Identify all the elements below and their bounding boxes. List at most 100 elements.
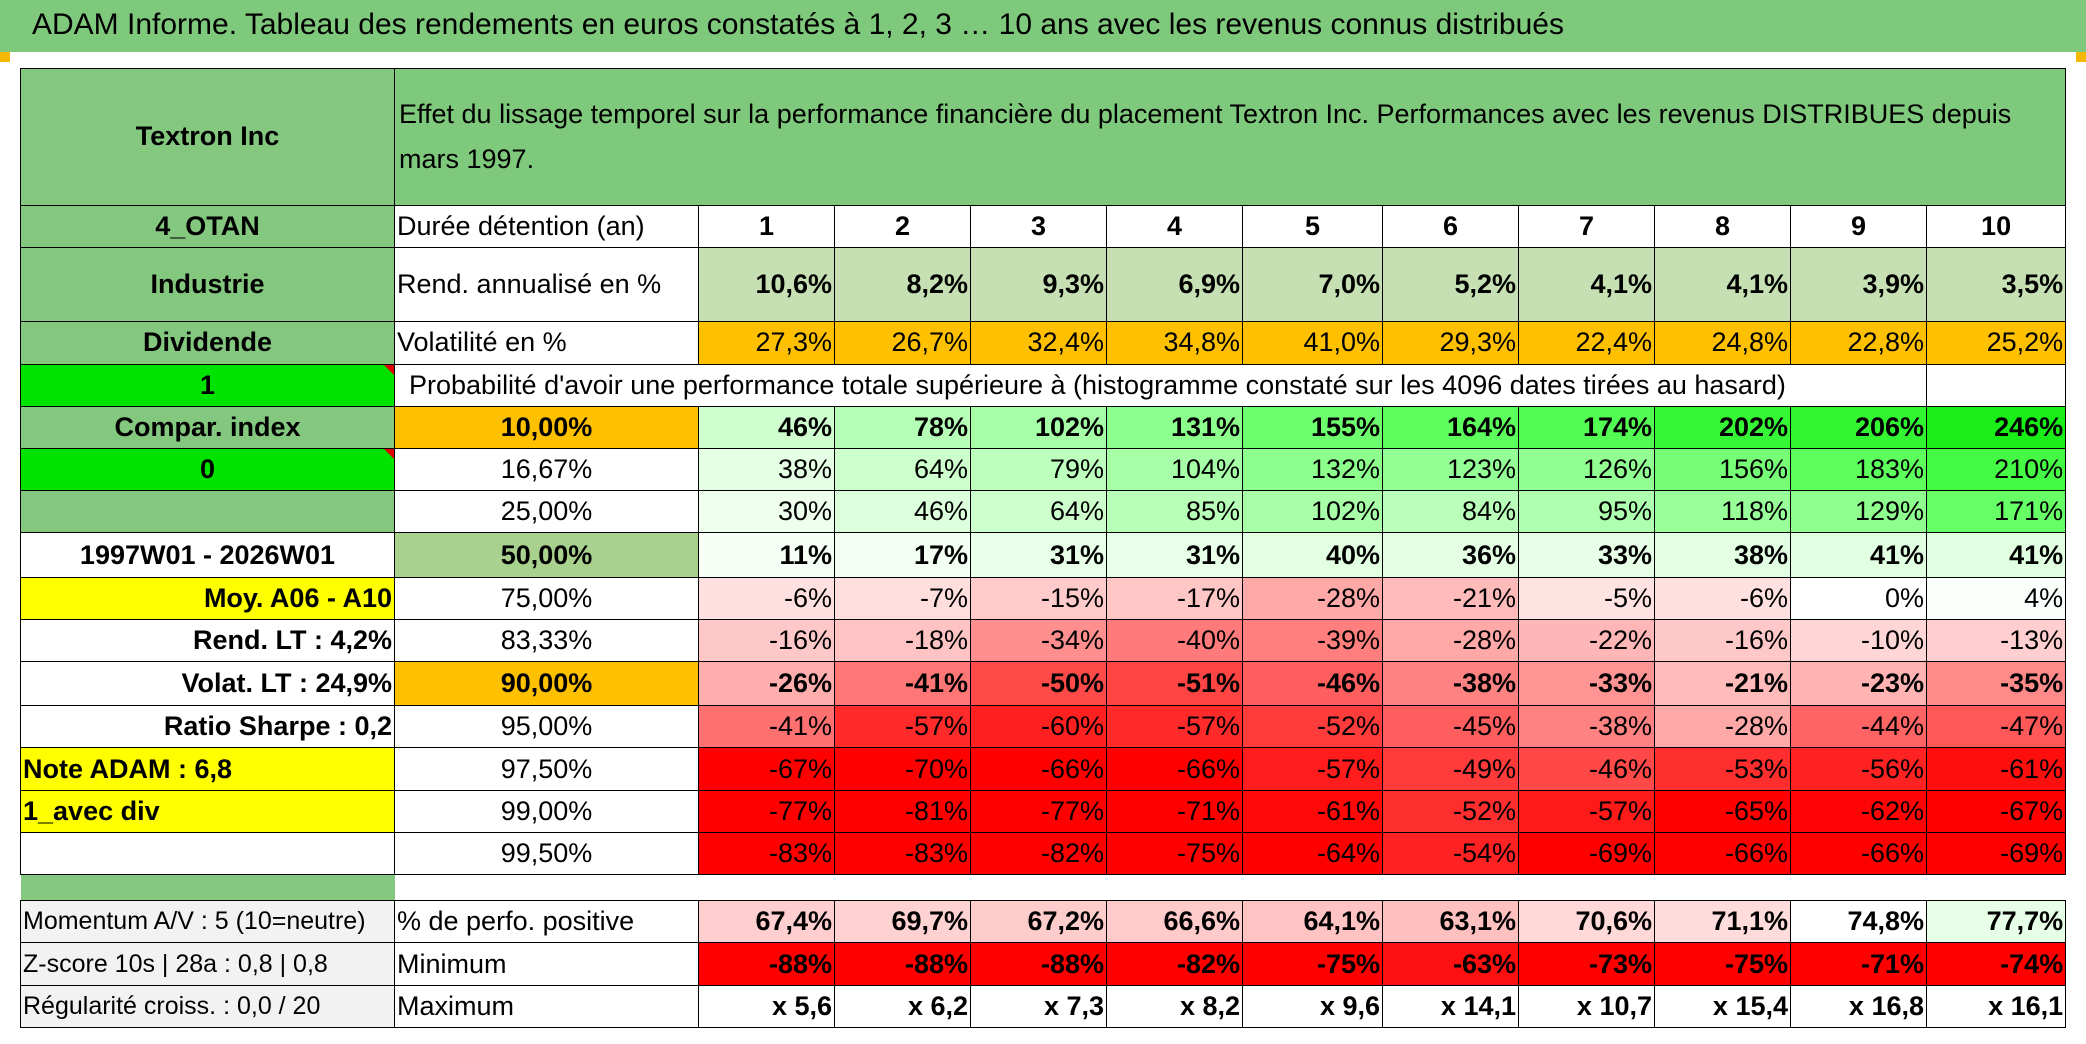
prob-value: -65% <box>1654 789 1791 833</box>
prob-value: 17% <box>834 532 971 578</box>
prob-value: -83% <box>698 831 835 876</box>
year-header: 3 <box>970 204 1107 248</box>
prob-value: -17% <box>1106 576 1243 620</box>
prob-value: -45% <box>1382 705 1519 749</box>
prob-value: 79% <box>970 447 1107 492</box>
max-value: x 15,4 <box>1654 984 1791 1029</box>
prob-value: 132% <box>1242 447 1383 492</box>
year-header: 6 <box>1382 204 1519 248</box>
prob-value: 104% <box>1106 447 1243 492</box>
prob-value: 64% <box>970 490 1107 534</box>
prob-value: 129% <box>1790 490 1927 534</box>
spacer-cell <box>20 874 395 902</box>
prob-value: 11% <box>698 532 835 578</box>
prob-value: -57% <box>1518 789 1655 833</box>
zscore: Z-score 10s | 28a : 0,8 | 0,8 <box>20 942 395 986</box>
corner-marker <box>0 52 10 62</box>
vol-value: 24,8% <box>1654 321 1791 365</box>
prob-value: -71% <box>1106 789 1243 833</box>
threshold-label: 25,00% <box>394 490 699 534</box>
rend-value: 4,1% <box>1518 246 1655 323</box>
max-label: Maximum <box>394 984 699 1029</box>
max-value: x 8,2 <box>1106 984 1243 1029</box>
pct-pos-value: 74,8% <box>1790 900 1927 944</box>
prob-value: -34% <box>970 618 1107 663</box>
spacer-cell <box>1654 874 1791 902</box>
prob-value: 210% <box>1925 447 2067 492</box>
threshold-label: 95,00% <box>394 705 699 749</box>
prob-value: 36% <box>1382 532 1519 578</box>
threshold-label: 83,33% <box>394 618 699 663</box>
threshold-label: 75,00% <box>394 576 699 620</box>
prob-value: -66% <box>1654 831 1791 876</box>
threshold-label: 97,50% <box>394 747 699 791</box>
prob-value: 171% <box>1925 490 2067 534</box>
prob-value: -51% <box>1106 661 1243 707</box>
prob-value: -69% <box>1925 831 2067 876</box>
moy-label: Moy. A06 - A10 <box>20 576 395 620</box>
report-title: ADAM Informe. Tableau des rendements en … <box>32 8 1564 41</box>
prob-value: -21% <box>1382 576 1519 620</box>
rend-value: 8,2% <box>834 246 971 323</box>
min-label: Minimum <box>394 942 699 986</box>
prob-value: 41% <box>1790 532 1927 578</box>
prob-value: -13% <box>1925 618 2067 663</box>
prob-value: -57% <box>834 705 971 749</box>
corner-marker <box>2076 52 2086 62</box>
pct-pos-value: 71,1% <box>1654 900 1791 944</box>
min-value: -88% <box>698 942 835 986</box>
prob-value: -15% <box>970 576 1107 620</box>
prob-value: 40% <box>1242 532 1383 578</box>
prob-value: -39% <box>1242 618 1383 663</box>
volat-lt: Volat. LT : 24,9% <box>20 661 395 707</box>
prob-value: -6% <box>1654 576 1791 620</box>
spacer-cell <box>1106 874 1243 902</box>
prob-value: -57% <box>1106 705 1243 749</box>
prob-value: -81% <box>834 789 971 833</box>
vol-value: 41,0% <box>1242 321 1383 365</box>
year-header: 2 <box>834 204 971 248</box>
min-value: -71% <box>1790 942 1927 986</box>
prob-value: -7% <box>834 576 971 620</box>
max-value: x 7,3 <box>970 984 1107 1029</box>
fund-name: Textron Inc <box>20 68 395 206</box>
min-value: -73% <box>1518 942 1655 986</box>
prob-value: 33% <box>1518 532 1655 578</box>
prob-value: -41% <box>698 705 835 749</box>
min-value: -63% <box>1382 942 1519 986</box>
prob-value: -53% <box>1654 747 1791 791</box>
prob-value: -64% <box>1242 831 1383 876</box>
prob-value: 85% <box>1106 490 1243 534</box>
max-value: x 6,2 <box>834 984 971 1029</box>
rend-value: 3,9% <box>1790 246 1927 323</box>
spacer-cell <box>1790 874 1927 902</box>
rend-value: 5,2% <box>1382 246 1519 323</box>
spacer-cell <box>1926 874 2066 902</box>
min-value: -75% <box>1654 942 1791 986</box>
prob-value: 123% <box>1382 447 1519 492</box>
prob-value: -47% <box>1925 705 2067 749</box>
rend-value: 7,0% <box>1242 246 1383 323</box>
rend-value: 3,5% <box>1925 246 2067 323</box>
pct-pos-value: 67,2% <box>970 900 1107 944</box>
vol-value: 25,2% <box>1925 321 2067 365</box>
prob-value: -52% <box>1242 705 1383 749</box>
prob-value: 0% <box>1790 576 1927 620</box>
prob-value: 102% <box>1242 490 1383 534</box>
pct-pos-value: 67,4% <box>698 900 835 944</box>
threshold-label: 99,50% <box>394 831 699 876</box>
prob-value: 183% <box>1790 447 1927 492</box>
prob-value: 78% <box>834 405 971 449</box>
description: Effet du lissage temporel sur la perform… <box>393 68 2067 206</box>
prob-value: -70% <box>834 747 971 791</box>
min-value: -82% <box>1106 942 1243 986</box>
prob-value: 95% <box>1518 490 1655 534</box>
max-value: x 10,7 <box>1518 984 1655 1029</box>
prob-value: 46% <box>698 405 835 449</box>
prob-value: -57% <box>1242 747 1383 791</box>
year-header: 5 <box>1242 204 1383 248</box>
spacer-cell <box>834 874 971 902</box>
prob-value: 164% <box>1382 405 1519 449</box>
rend-value: 9,3% <box>970 246 1107 323</box>
prob-value: -23% <box>1790 661 1927 707</box>
